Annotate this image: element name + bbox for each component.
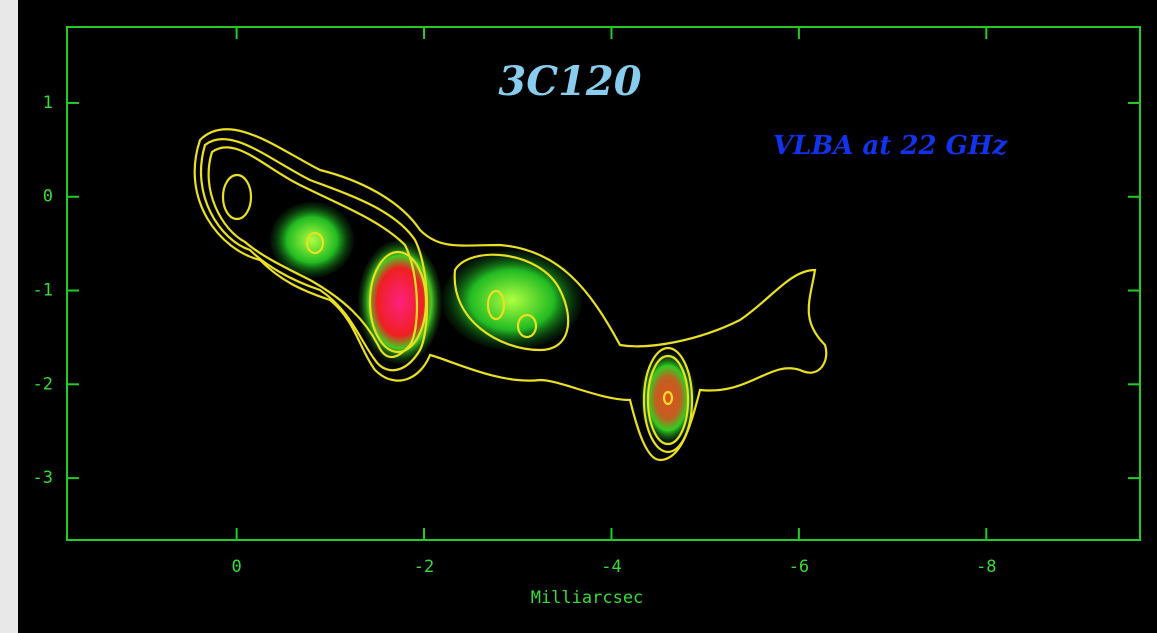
y-tick-label: -3 (33, 468, 53, 488)
blob (442, 250, 582, 350)
chart: 3C120 VLBA at 22 GHz Milliarcsec 0 -2 -4 -6… (0, 0, 1157, 633)
page: {"chart_data": {"type": "image", "title"… (0, 0, 1157, 633)
y-tick-label: -1 (33, 281, 53, 301)
chart-title: 3C120 (498, 58, 641, 105)
chart-subtitle: VLBA at 22 GHz (773, 131, 1009, 161)
y-tick-label: 0 (43, 187, 53, 207)
x-tick-label: -2 (414, 557, 434, 577)
x-tick-label: -8 (976, 557, 996, 577)
x-tick-label: 0 (231, 557, 241, 577)
y-tick-label: -2 (33, 374, 53, 394)
x-tick-label: -6 (789, 557, 809, 577)
y-tick-label: 1 (43, 93, 53, 113)
x-axis-label: Milliarcsec (531, 588, 644, 608)
x-tick-label: -4 (601, 557, 621, 577)
